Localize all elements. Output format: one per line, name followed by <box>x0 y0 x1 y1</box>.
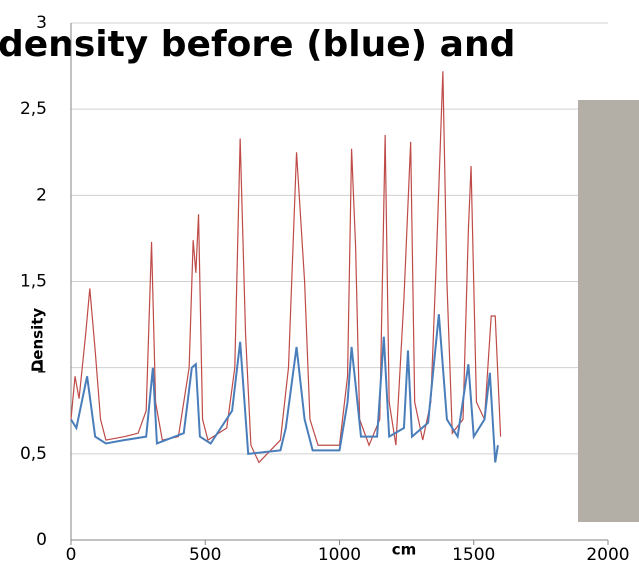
chart-title: density before (blue) and <box>0 24 515 65</box>
data-line <box>70 71 502 464</box>
x-tick-label: 500 <box>189 545 221 565</box>
y-tick-label: 2,5 <box>20 99 47 119</box>
y-tick-label: 0,5 <box>20 444 47 464</box>
x-tick-label: 0 <box>66 545 77 565</box>
y-tick-label: 1,5 <box>20 272 47 292</box>
y-tick-label: 2 <box>36 185 47 205</box>
x-tick-label: 1000 <box>318 545 361 565</box>
x-tick-label: 2000 <box>586 545 629 565</box>
photo-inset <box>578 100 639 522</box>
y-tick-label: 0 <box>36 530 47 550</box>
y-tick-label: 1 <box>36 358 47 378</box>
y-axis-label: Density <box>29 308 47 373</box>
x-axis-label: cm <box>392 541 417 559</box>
data-line <box>70 314 499 463</box>
x-tick-label: 1500 <box>452 545 495 565</box>
y-tick-label: 3 <box>36 13 47 33</box>
